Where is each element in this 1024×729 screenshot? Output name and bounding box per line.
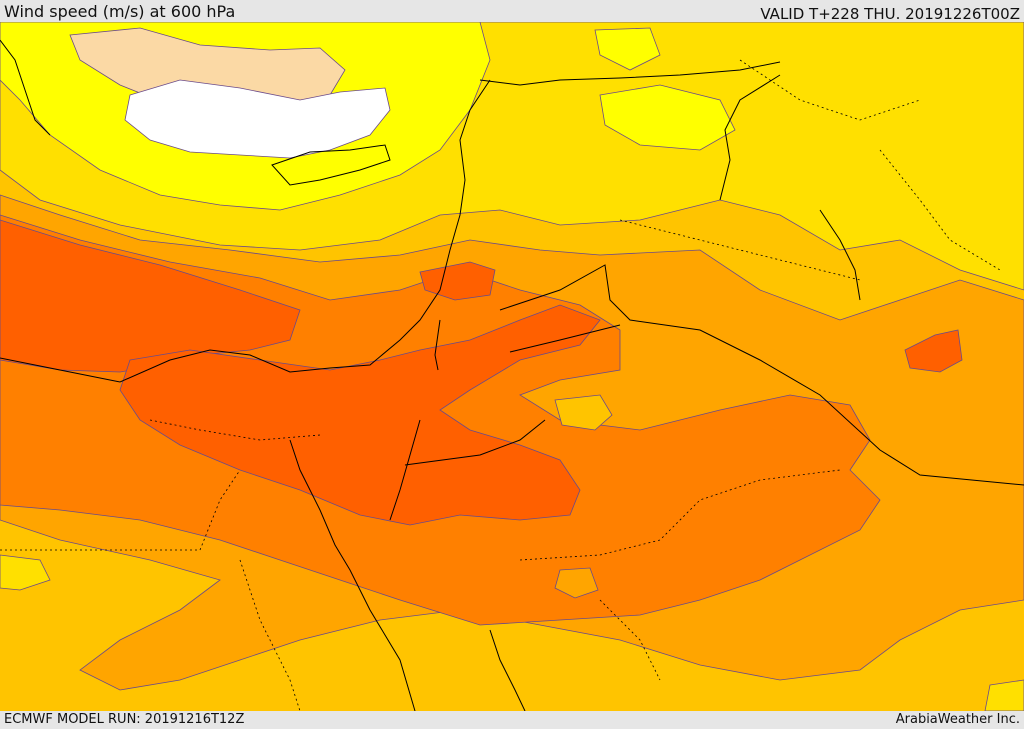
map-title: Wind speed (m/s) at 600 hPa [4,2,236,21]
field-moderate-patch-2 [554,567,599,599]
model-run-label: ECMWF MODEL RUN: 20191216T12Z [4,712,245,727]
field-light-ne [594,27,661,71]
wind-speed-map [0,22,1024,711]
field-moderate-se [984,679,1024,711]
field-moderate-patch [554,394,613,431]
field-very-strong-levant [419,261,496,301]
footer-bar: ECMWF MODEL RUN: 20191216T12Z ArabiaWeat… [0,711,1024,729]
credit-label: ArabiaWeather Inc. [895,712,1020,727]
header-bar: Wind speed (m/s) at 600 hPa VALID T+228 … [0,0,1024,23]
map-canvas [0,22,1024,711]
country-borders [404,74,1024,486]
field-moderate-sw [0,554,51,591]
coastlines [0,39,861,711]
valid-time-label: VALID T+228 THU. 20191226T00Z [760,5,1020,23]
province-borders [0,59,1001,711]
field-very-strong-core [119,304,601,526]
field-light-east [599,84,736,151]
field-calm [124,79,391,159]
field-very-strong-east [904,329,963,373]
